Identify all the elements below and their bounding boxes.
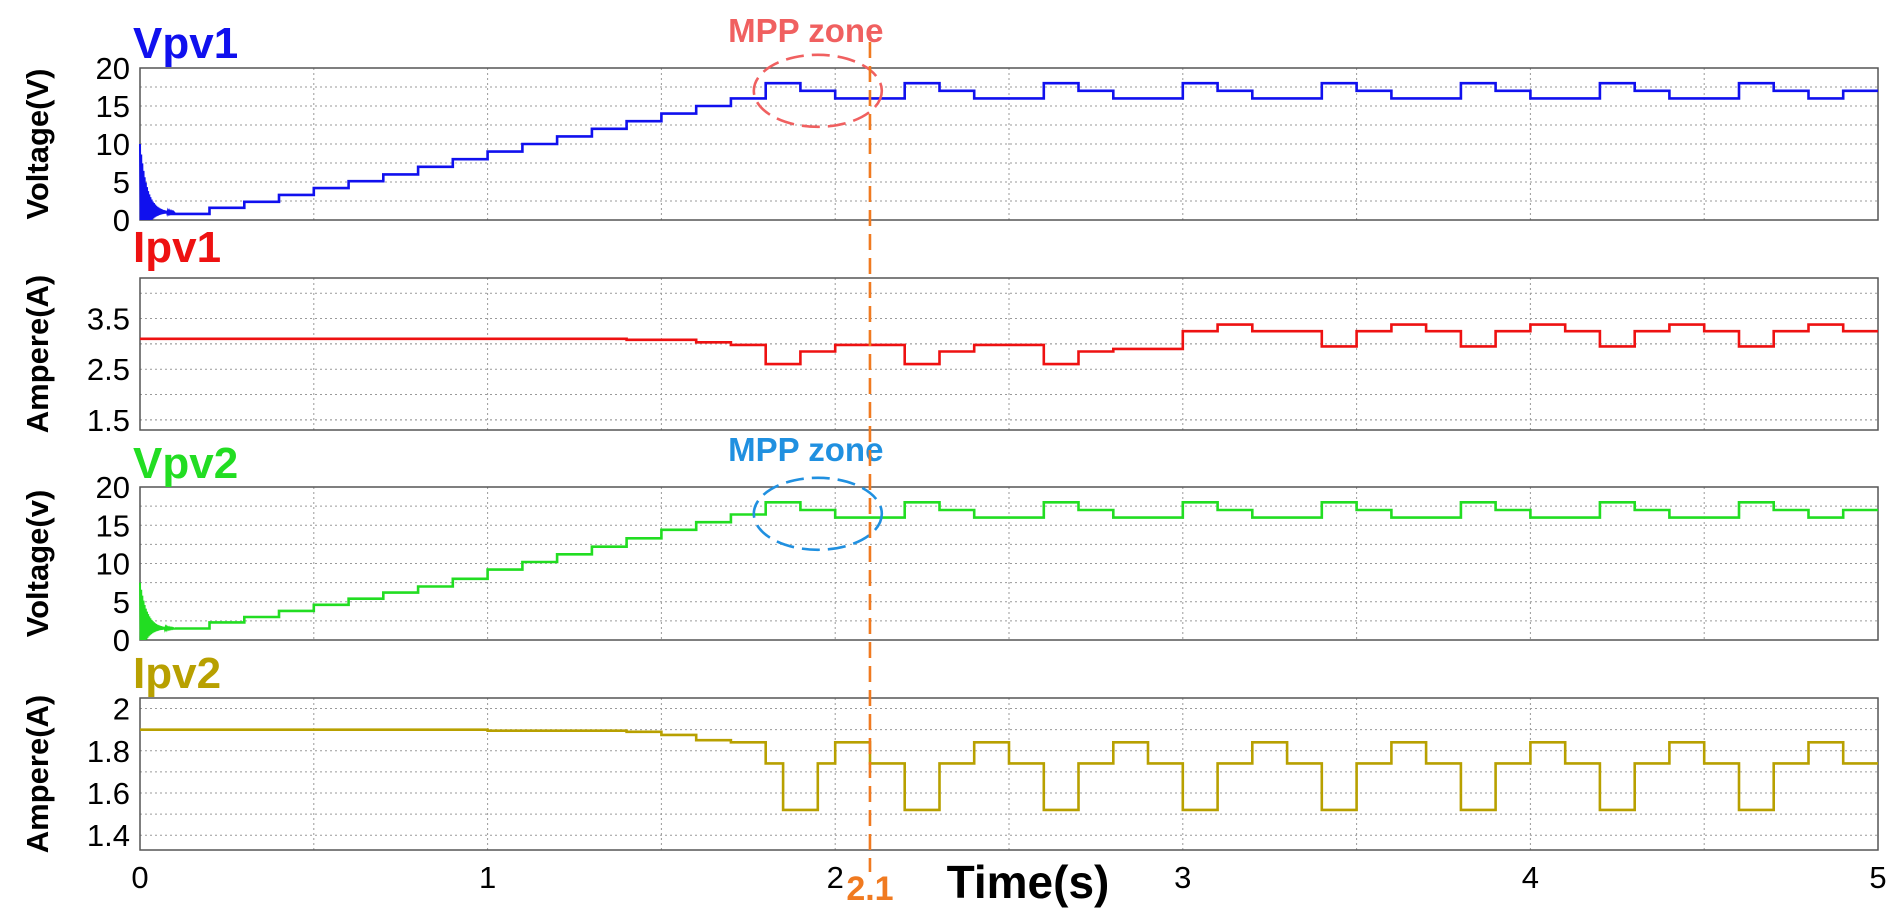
y-tick-label: 2 xyxy=(113,692,130,727)
x-tick-label: 2 xyxy=(827,860,844,895)
y-tick-label: 5 xyxy=(113,585,130,620)
series-transient xyxy=(139,582,176,641)
panel-title: Vpv1 xyxy=(133,19,238,68)
plot-frame xyxy=(139,277,1879,431)
y-tick-label: 1.4 xyxy=(87,818,130,853)
y-axis-label: Voltage(V) xyxy=(20,69,55,220)
panel-title: Vpv2 xyxy=(133,439,238,488)
x-tick-label: 4 xyxy=(1522,860,1539,895)
y-tick-label: 3.5 xyxy=(87,302,130,337)
mpp-zone-ellipse xyxy=(752,476,884,552)
panel-title: Ipv1 xyxy=(133,223,221,272)
y-tick-label: 1.8 xyxy=(87,734,130,769)
y-tick-label: 5 xyxy=(113,165,130,200)
y-tick-label: 20 xyxy=(96,470,130,505)
x-tick-label: 1 xyxy=(479,860,496,895)
x-tick-label: 3 xyxy=(1174,860,1191,895)
plot-frame xyxy=(139,697,1879,851)
mpp-zone-label: MPP zone xyxy=(728,431,883,468)
y-tick-label: 20 xyxy=(96,51,130,86)
mpp-zone-ellipse xyxy=(752,53,884,129)
panel-ipv1: 1.5 2.5 3.5 Ampere(A) Ipv1 xyxy=(20,223,1879,438)
y-tick-label: 15 xyxy=(96,508,130,543)
y-tick-label: 10 xyxy=(96,127,130,162)
y-axis-label: Voltage(v) xyxy=(20,490,55,638)
mpp-zone-label: MPP zone xyxy=(728,12,883,49)
series-transient xyxy=(139,143,176,221)
y-tick-label: 10 xyxy=(96,547,130,582)
y-tick-label: 1.5 xyxy=(87,403,130,438)
y-tick-label: 0 xyxy=(113,203,130,238)
series-line-vpv2 xyxy=(174,501,1878,630)
x-axis-label: Time(s) xyxy=(947,856,1110,908)
panels-group: 05101520Voltage(V)Vpv11.52.53.5Ampere(A)… xyxy=(20,19,1887,895)
plot-frame xyxy=(139,486,1879,641)
y-axis-label: Ampere(A) xyxy=(20,275,55,433)
marker-value-label: 2.1 xyxy=(846,870,893,908)
series-line-ipv2 xyxy=(140,728,1878,812)
series-line-ipv1 xyxy=(140,323,1878,366)
x-tick-label: 0 xyxy=(131,860,148,895)
panel-title: Ipv2 xyxy=(133,649,221,698)
panel-ipv2: 1.4 1.6 1.8 2 Ampere(A) Ipv2 0 1 2 3 4 5 xyxy=(20,649,1887,895)
x-tick-label: 5 xyxy=(1869,860,1886,895)
y-tick-label: 15 xyxy=(96,89,130,124)
y-tick-label: 1.6 xyxy=(87,776,130,811)
y-tick-label: 2.5 xyxy=(87,352,130,387)
y-axis-label: Ampere(A) xyxy=(20,695,55,853)
y-tick-label: 0 xyxy=(113,623,130,658)
series-line-vpv1 xyxy=(167,81,1878,216)
overlay-group: MPP zone MPP zone xyxy=(728,12,883,872)
